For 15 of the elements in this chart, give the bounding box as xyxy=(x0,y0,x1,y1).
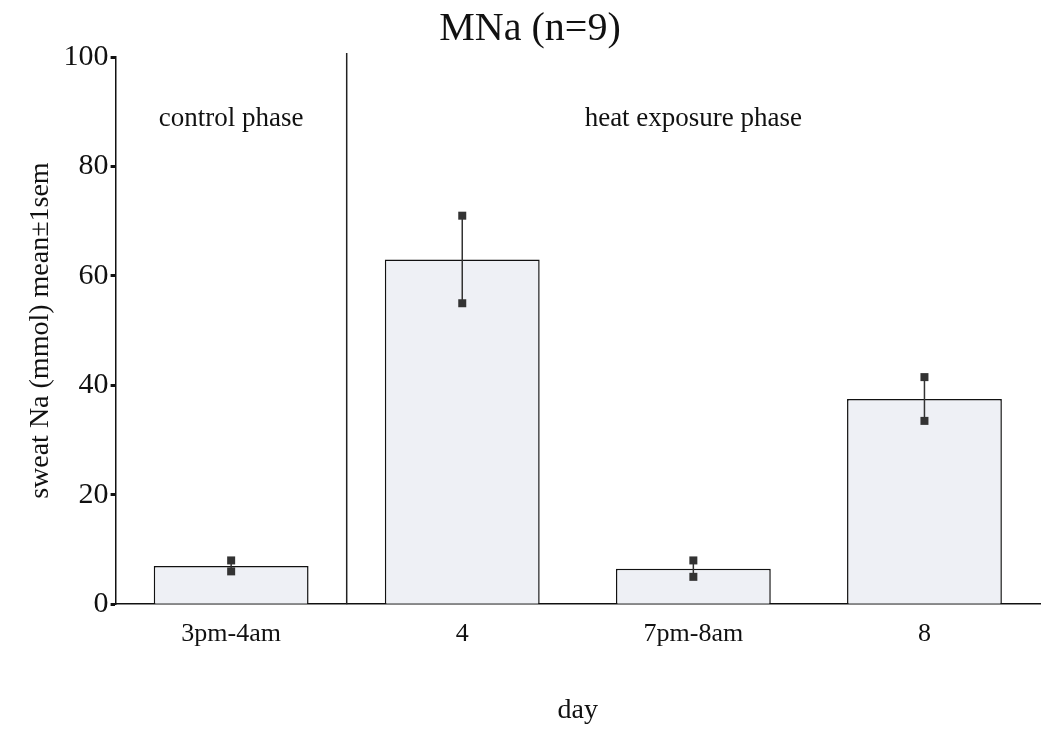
x-tick-label: 3pm-4am xyxy=(181,617,281,647)
y-tick-label: 0 xyxy=(93,585,109,619)
annotation: heat exposure phase xyxy=(584,102,803,133)
chart-title: MNa (n=9) xyxy=(439,3,621,49)
annotation: control phase xyxy=(158,102,304,133)
y-tick-label: 20 xyxy=(78,475,109,509)
y-axis-title: sweat Na (mmol) mean±1sem xyxy=(23,162,55,499)
x-tick-label: 7pm-8am xyxy=(643,617,744,647)
y-tick-label: 60 xyxy=(78,256,109,290)
x-tick-label: 4 xyxy=(455,617,469,647)
x-tick-label: 8 xyxy=(917,617,931,647)
y-tick-label: 100 xyxy=(63,37,109,71)
y-tick-label: 40 xyxy=(78,366,109,400)
y-tick-label: 80 xyxy=(78,147,109,181)
x-axis-title: day xyxy=(557,692,599,724)
